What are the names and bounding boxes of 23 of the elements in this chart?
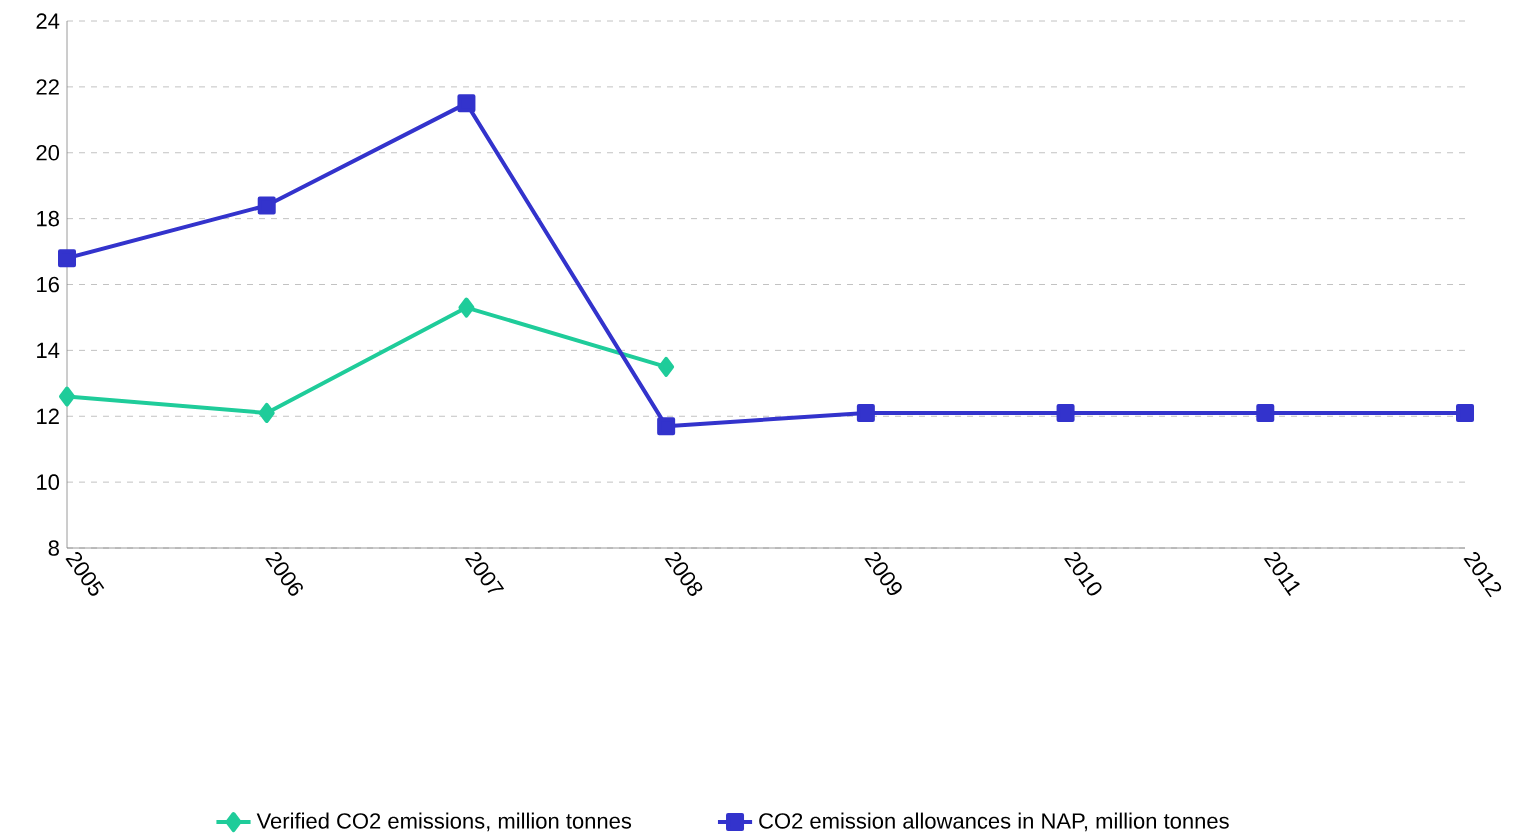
- y-tick-label: 18: [37, 211, 59, 227]
- point: [1256, 404, 1275, 423]
- point: [458, 297, 475, 318]
- point: [658, 357, 675, 378]
- point: [59, 386, 75, 407]
- y-tick-label: 24: [36, 13, 60, 29]
- y-tick-label: 8: [48, 540, 59, 557]
- y-tick-label: 16: [37, 276, 59, 293]
- point: [657, 417, 676, 436]
- point: [457, 94, 476, 113]
- point: [1056, 404, 1075, 423]
- legend-label: Verified CO2 emissions, million tonnes: [256, 812, 632, 832]
- y-tick-label: 14: [37, 343, 60, 359]
- y-tick-label: 20: [36, 145, 60, 161]
- y-tick-label: 12: [37, 408, 59, 425]
- point: [258, 403, 275, 424]
- point: [1456, 404, 1475, 423]
- point: [58, 249, 77, 268]
- y-tick-label: 22: [36, 79, 59, 95]
- legend-label: CO2 emission allowances in NAP, million tonnes: [759, 812, 1229, 832]
- point: [257, 196, 276, 215]
- y-tick-label: 10: [37, 474, 60, 491]
- point: [856, 404, 875, 423]
